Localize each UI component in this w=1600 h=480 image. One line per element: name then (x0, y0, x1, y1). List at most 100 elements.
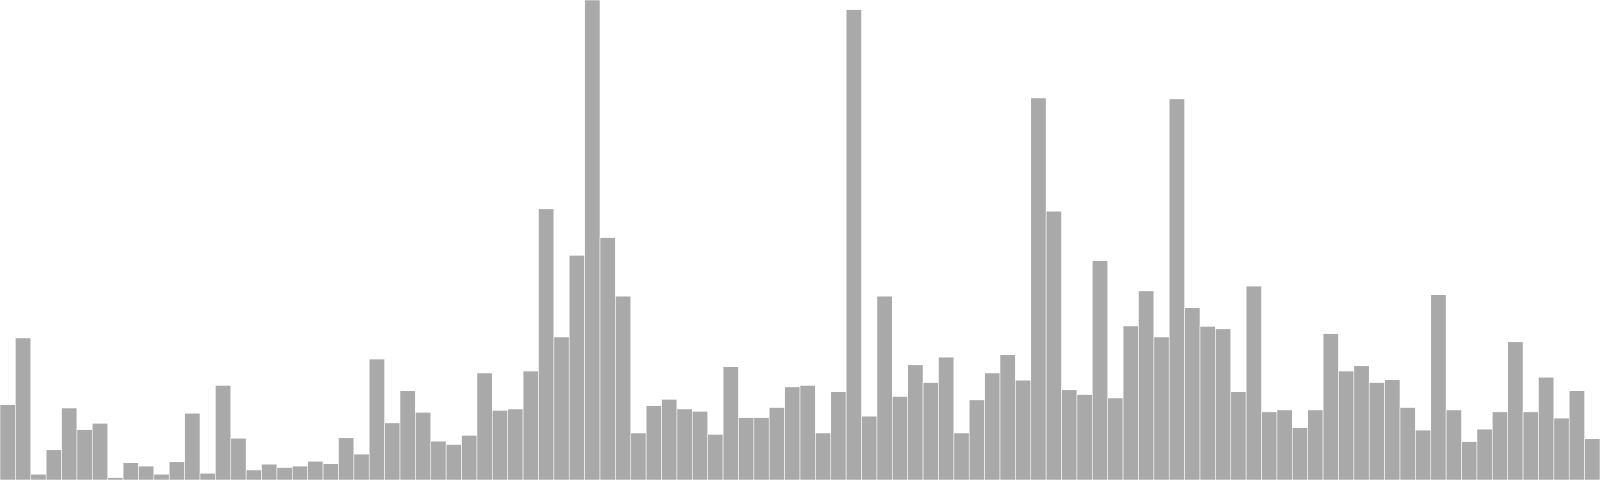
bar (707, 434, 724, 480)
bar (1092, 260, 1108, 480)
bar (692, 411, 708, 480)
bar (999, 354, 1016, 480)
bar (1292, 427, 1308, 480)
bar (245, 469, 262, 480)
bar (568, 255, 585, 480)
bar (399, 390, 416, 480)
bar (1307, 409, 1324, 480)
bar (1153, 336, 1170, 480)
bar (168, 461, 185, 480)
bar (1015, 379, 1032, 480)
bar (0, 404, 16, 480)
bar (661, 399, 678, 480)
bar (92, 423, 108, 480)
bar (1399, 407, 1416, 480)
bar (1030, 97, 1047, 480)
bar (676, 408, 693, 480)
bar (1584, 438, 1600, 480)
bar (1461, 441, 1478, 480)
bar (1445, 409, 1462, 480)
bar (599, 237, 616, 480)
bar (1322, 333, 1339, 480)
bar (522, 370, 539, 480)
bar (1368, 382, 1385, 480)
bar (61, 407, 78, 480)
bar (122, 462, 139, 480)
bar (1538, 376, 1555, 480)
bar (1045, 210, 1062, 480)
bar (1338, 370, 1355, 480)
bar (861, 415, 878, 480)
bar (1138, 290, 1155, 480)
bar (353, 453, 370, 480)
bar (15, 337, 32, 480)
bar (799, 385, 816, 480)
bar (1522, 411, 1539, 480)
bar (1476, 428, 1493, 480)
bar (1215, 328, 1232, 480)
bar (615, 295, 632, 480)
bar (630, 432, 647, 480)
bar (322, 463, 339, 480)
bar (922, 382, 939, 480)
bar (1122, 325, 1139, 480)
bar (368, 358, 385, 480)
bar (753, 417, 770, 480)
bar (1384, 379, 1401, 480)
bar (30, 473, 47, 480)
bar (768, 407, 785, 480)
bar (261, 463, 278, 480)
bar (45, 449, 62, 480)
bar (538, 208, 555, 480)
bar (230, 437, 247, 480)
bar (953, 432, 970, 480)
bar (184, 412, 201, 480)
bar (338, 437, 355, 480)
bar (1430, 294, 1447, 480)
bar (968, 399, 985, 480)
bar (892, 396, 908, 480)
bar (645, 405, 662, 480)
bar (276, 467, 293, 480)
bar (415, 412, 432, 480)
bar (1276, 409, 1293, 480)
bar (430, 440, 447, 480)
bar (584, 0, 601, 480)
bar (1415, 429, 1432, 480)
bar (815, 432, 832, 480)
bar (476, 372, 493, 480)
bar (1245, 285, 1262, 480)
bar (445, 444, 462, 480)
bar (1061, 389, 1078, 480)
bar (1230, 391, 1247, 480)
bar (845, 9, 862, 480)
bar (1261, 411, 1278, 480)
bar (307, 460, 324, 480)
bar (153, 473, 170, 480)
bar (384, 422, 401, 480)
bar (1076, 394, 1093, 480)
bar (553, 336, 570, 480)
bar (1184, 307, 1201, 480)
bar (738, 417, 755, 480)
bar (1353, 365, 1370, 480)
bar (199, 472, 216, 480)
bar (784, 386, 801, 480)
bar (461, 435, 478, 480)
bar (1199, 326, 1216, 480)
bar (830, 391, 847, 480)
bar (292, 465, 308, 480)
bar (984, 372, 1001, 480)
bar (938, 356, 955, 480)
bar (1568, 390, 1585, 480)
bar (215, 385, 232, 480)
bar (1507, 341, 1524, 480)
bar (1553, 417, 1570, 480)
bar (1107, 397, 1124, 480)
bar (1492, 411, 1508, 480)
bar (76, 429, 93, 480)
bar (492, 410, 508, 480)
